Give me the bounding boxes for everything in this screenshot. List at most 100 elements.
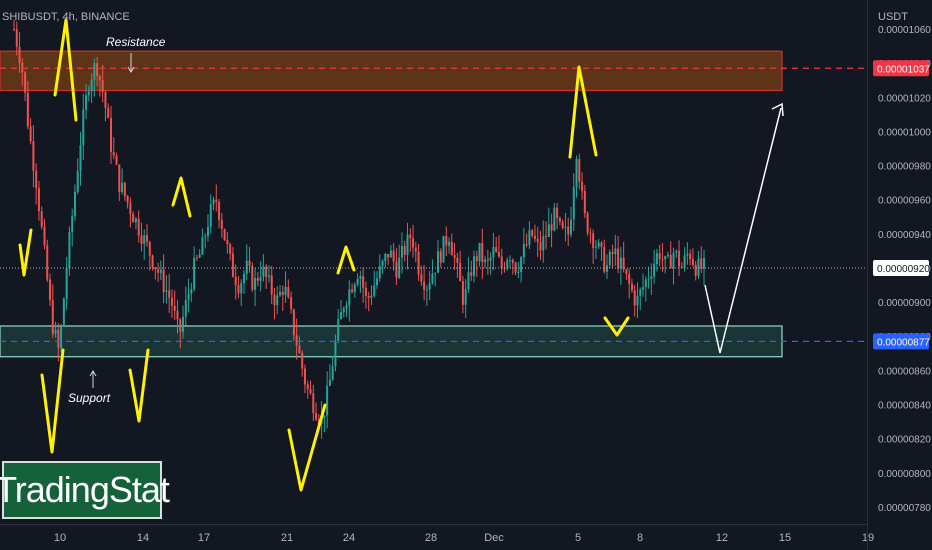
- candle-body: [126, 196, 129, 203]
- candle-body: [292, 309, 295, 336]
- candle-body: [182, 316, 185, 332]
- candle-body: [195, 257, 198, 259]
- drawings-layer: [18, 18, 784, 492]
- resistance-price-badge: 0.00001037: [877, 64, 930, 75]
- candle-body: [625, 269, 628, 274]
- candle-body: [362, 276, 365, 288]
- candle-body: [464, 289, 467, 305]
- candle-body: [234, 276, 237, 286]
- candle-body: [109, 117, 112, 153]
- candle-body: [431, 273, 434, 284]
- candle-body: [29, 126, 32, 142]
- candle-body: [334, 340, 337, 367]
- candle-body: [572, 187, 575, 220]
- candle-body: [412, 238, 415, 248]
- candle-body: [337, 319, 340, 341]
- candle-body: [104, 92, 107, 108]
- candle-body: [450, 241, 453, 256]
- candle-body: [467, 272, 470, 290]
- candle-body: [378, 266, 381, 279]
- drawing-arrow-up-2: [171, 176, 192, 218]
- candle-body: [112, 152, 115, 156]
- candle-body: [331, 366, 334, 380]
- candle-body: [107, 107, 110, 118]
- time-tick-label: Dec: [484, 532, 504, 544]
- price-labels-layer: 0.00001037 0.00000920 0.00000877: [873, 60, 930, 350]
- candle-body: [157, 269, 160, 273]
- time-tick-label: 5: [575, 532, 581, 544]
- candle-body: [484, 259, 487, 263]
- candle-body: [603, 246, 606, 272]
- candle-body: [409, 234, 412, 239]
- candle-body: [231, 253, 234, 277]
- candle-body: [547, 224, 550, 237]
- candle-body: [528, 230, 531, 245]
- candle-body: [98, 76, 101, 80]
- candle-body: [655, 253, 658, 264]
- candle-body: [46, 245, 49, 280]
- candle-body: [62, 298, 65, 327]
- candle-body: [689, 253, 692, 259]
- candle-body: [594, 246, 597, 248]
- candle-body: [198, 254, 201, 258]
- candle-body: [82, 109, 85, 146]
- candle-body: [87, 91, 90, 96]
- candle-body: [209, 204, 212, 227]
- candle-body: [18, 46, 21, 63]
- drawing-arrow-down-2: [40, 348, 65, 454]
- candle-body: [342, 308, 345, 313]
- price-tick-label: 0.00000780: [878, 503, 931, 514]
- candle-body: [243, 273, 245, 284]
- candle-body: [456, 258, 459, 263]
- candle-body: [703, 257, 705, 269]
- candle-body: [400, 246, 403, 258]
- candle-body: [478, 242, 481, 262]
- tradingstat-logo: TradingStat: [0, 461, 170, 519]
- candle-body: [395, 261, 398, 278]
- candle-body: [545, 236, 548, 238]
- candle-body: [328, 379, 331, 386]
- candle-body: [367, 295, 370, 298]
- candle-body: [686, 253, 689, 256]
- candle-body: [420, 274, 423, 282]
- time-axis[interactable]: 10 14 17 21 24 28 Dec 5 8 12 15 19: [54, 532, 874, 544]
- candle-body: [187, 293, 190, 301]
- candle-body: [193, 257, 196, 290]
- candle-body: [600, 242, 603, 247]
- candle-body: [229, 244, 232, 254]
- candle-body: [351, 289, 354, 293]
- candle-body: [32, 141, 35, 171]
- candle-body: [459, 262, 462, 282]
- candle-body: [176, 310, 179, 320]
- candle-body: [290, 297, 293, 310]
- price-tick-label: 0.00000800: [878, 469, 931, 480]
- drawing-arrow-down-5: [603, 316, 630, 337]
- candle-body: [517, 272, 520, 274]
- candle-body: [101, 79, 104, 93]
- candle-body: [54, 329, 57, 334]
- candle-body: [556, 207, 559, 219]
- candle-body: [254, 277, 257, 290]
- candle-body: [561, 221, 564, 228]
- candle-body: [639, 289, 642, 296]
- candle-body: [262, 266, 265, 277]
- candle-body: [403, 246, 406, 255]
- candle-body: [270, 275, 273, 295]
- candle-body: [76, 171, 79, 192]
- support-pointer-icon: [89, 370, 97, 388]
- candle-body: [611, 251, 614, 254]
- candle-body: [503, 268, 506, 270]
- candle-body: [522, 244, 525, 258]
- candle-body: [245, 260, 248, 274]
- candle-body: [539, 242, 542, 251]
- candle-body: [353, 284, 356, 293]
- time-tick-label: 17: [198, 532, 210, 544]
- candle-body: [204, 236, 207, 238]
- candle-body: [461, 281, 464, 305]
- candle-body: [218, 201, 221, 220]
- currency-label: USDT: [878, 11, 908, 23]
- candle-body: [653, 263, 656, 277]
- candle-body: [13, 29, 15, 31]
- candle-body: [536, 238, 539, 243]
